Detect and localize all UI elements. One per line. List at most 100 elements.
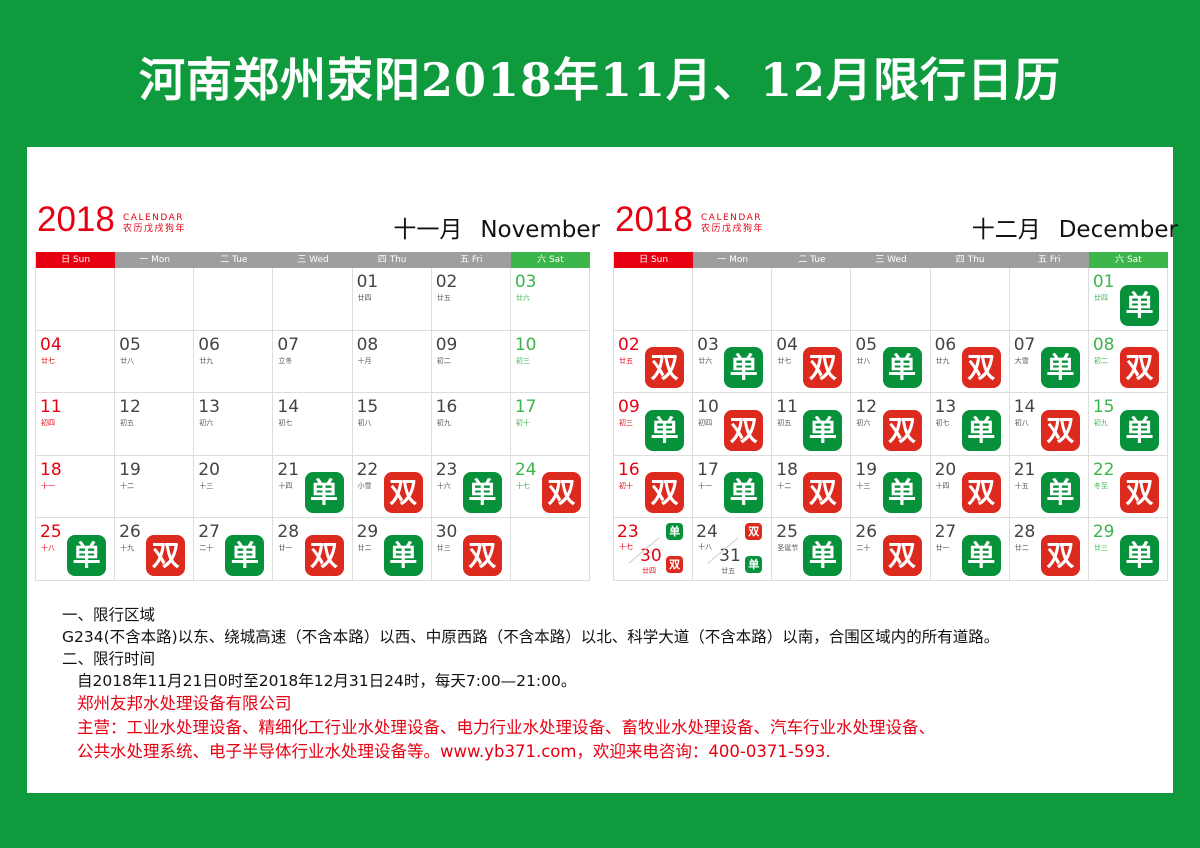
lunar-date: 初八 — [1014, 419, 1029, 427]
day-cell: 21 十五 单 — [1009, 455, 1089, 518]
day-cell: 11 初五 单 — [772, 393, 852, 456]
day-cell: 28 廿二 双 — [1009, 518, 1089, 581]
double-badge: 双 — [803, 472, 843, 513]
lunar-date: 廿四 — [1093, 294, 1108, 302]
weekday-header: 六 Sat — [1088, 252, 1168, 268]
lunar-date: 廿四 — [357, 294, 372, 302]
weekday-header: 三 Wed — [851, 252, 931, 268]
month-cn: 十二月 — [971, 217, 1041, 243]
single-badge: 单 — [803, 409, 843, 451]
day-number: 14 — [277, 397, 300, 417]
calendar-label: CALENDAR — [123, 213, 185, 223]
lunar-date: 大雪 — [1014, 356, 1029, 365]
day-number: 04 — [776, 334, 798, 355]
double-badge: 双 — [1040, 534, 1080, 576]
day-cell: 19 十三 单 — [851, 455, 931, 518]
day-cell: 24 十八 31 廿五 双单 — [693, 518, 773, 581]
single-badge: 单 — [304, 472, 344, 513]
day-number: 20 — [198, 459, 220, 480]
day-cell — [930, 268, 1010, 331]
lunar-date: 初九 — [436, 419, 451, 427]
day-cell: 27 二十 单 — [194, 518, 274, 581]
lunar-date: 初二 — [436, 356, 451, 365]
day-number: 02 — [435, 272, 458, 292]
lunar-date: 廿五 — [721, 567, 736, 575]
month-grid: 日 Sun 一 Mon 二 Tue 三 Wed 四 Thu 五 Fri 六 Sat 01 廿四单… — [613, 252, 1168, 581]
lunar-date: 十八 — [698, 543, 713, 551]
day-number: 30 — [640, 546, 662, 566]
day-number: 03 — [697, 334, 719, 355]
lunar-date: 十二 — [777, 481, 792, 490]
day-number: 17 — [697, 459, 719, 480]
weekday-header: 六 Sat — [510, 252, 590, 268]
day-number: 31 — [719, 546, 741, 566]
day-cell: 10 初三 — [510, 330, 590, 393]
month-title: 十一月 November — [393, 210, 600, 244]
day-cell: 19 十二 — [115, 455, 195, 518]
day-cell: 23 十七 30 廿四 单双 — [614, 518, 694, 581]
day-cell: 14 初八 双 — [1009, 393, 1089, 456]
lunar-date: 初九 — [1093, 419, 1108, 427]
day-number: 15 — [1092, 397, 1115, 417]
day-number: 08 — [356, 334, 379, 355]
day-cell — [693, 268, 773, 331]
lunar-date: 二十 — [856, 544, 871, 552]
day-number: 05 — [119, 334, 141, 355]
lunar-date: 十三 — [199, 481, 214, 490]
day-cell: 20 十三 — [194, 455, 274, 518]
lunar-date: 立冬 — [278, 356, 293, 365]
day-cell: 25 圣诞节单 — [772, 518, 852, 581]
page-title: 河南郑州荥阳2018年11月、12月限行日历 — [138, 53, 1062, 107]
day-number: 11 — [776, 397, 798, 417]
day-cell: 02 廿五 双 — [614, 330, 694, 393]
lunar-date: 廿九 — [199, 356, 214, 365]
lunar-date: 十二 — [120, 481, 135, 490]
lunar-date: 十四 — [278, 481, 293, 490]
day-cell — [36, 268, 116, 331]
lunar-date: 十九 — [120, 544, 135, 552]
lunar-date: 十七 — [515, 481, 530, 490]
lunar-date: 十四 — [935, 481, 950, 490]
day-cell — [510, 518, 590, 581]
day-number: 23 — [617, 522, 639, 542]
day-number: 09 — [435, 334, 458, 355]
calendar-label: CALENDAR — [701, 213, 763, 223]
day-cell — [614, 268, 694, 331]
notes-heading-time: 二、限行时间 — [62, 650, 156, 668]
single-badge: 单 — [666, 523, 684, 540]
day-number: 09 — [618, 397, 640, 417]
day-number: 07 — [1013, 334, 1036, 355]
lunar-date: 廿七 — [41, 356, 55, 365]
day-cell: 01 廿四 单 — [1088, 268, 1168, 331]
day-cell: 15 初九 单 — [1088, 393, 1168, 456]
company-business-2: 公共水处理系统、电子半导体行业水处理设备等。www.yb371.com，欢迎来电… — [77, 742, 831, 761]
lunar-date: 廿一 — [278, 544, 293, 552]
weekday-header: 四 Thu — [352, 252, 432, 268]
weekday-header: 三 Wed — [273, 252, 353, 268]
day-number: 21 — [1013, 459, 1036, 480]
month-en: November — [480, 217, 600, 243]
day-number: 16 — [435, 397, 458, 417]
december-calendar: 2018 CALENDAR 农历戊戌狗年 十二月 December 日 Sun 一 M… — [613, 200, 1178, 581]
day-cell: 05 廿八 单 — [851, 330, 931, 393]
day-cell: 29 廿三 单 — [1088, 518, 1168, 581]
lunar-date: 初七 — [278, 419, 293, 427]
lunar-date: 廿九 — [935, 356, 950, 365]
lunar-date: 十八 — [41, 544, 55, 552]
lunar-date: 廿八 — [856, 356, 871, 365]
weekday-header: 二 Tue — [772, 252, 852, 268]
day-cell: 30 廿三 双 — [431, 518, 511, 581]
month-grid: 日 Sun 一 Mon 二 Tue 三 Wed 四 Thu 五 Fri 六 Sat 01 廿四 0… — [35, 252, 590, 581]
day-cell: 20 十四 双 — [930, 455, 1010, 518]
day-cell: 15 初八 — [352, 393, 432, 456]
double-badge: 双 — [745, 523, 763, 540]
day-number: 04 — [40, 334, 62, 355]
day-number: 01 — [1092, 272, 1115, 292]
day-number: 27 — [198, 522, 220, 542]
day-cell: 17 初十 — [510, 393, 590, 456]
day-cell: 13 初七 单 — [930, 393, 1010, 456]
day-cell: 17 十一 单 — [693, 455, 773, 518]
double-badge: 双 — [383, 472, 423, 513]
weekday-header: 五 Fri — [1009, 252, 1089, 268]
weekday-header: 五 Fri — [431, 252, 511, 268]
